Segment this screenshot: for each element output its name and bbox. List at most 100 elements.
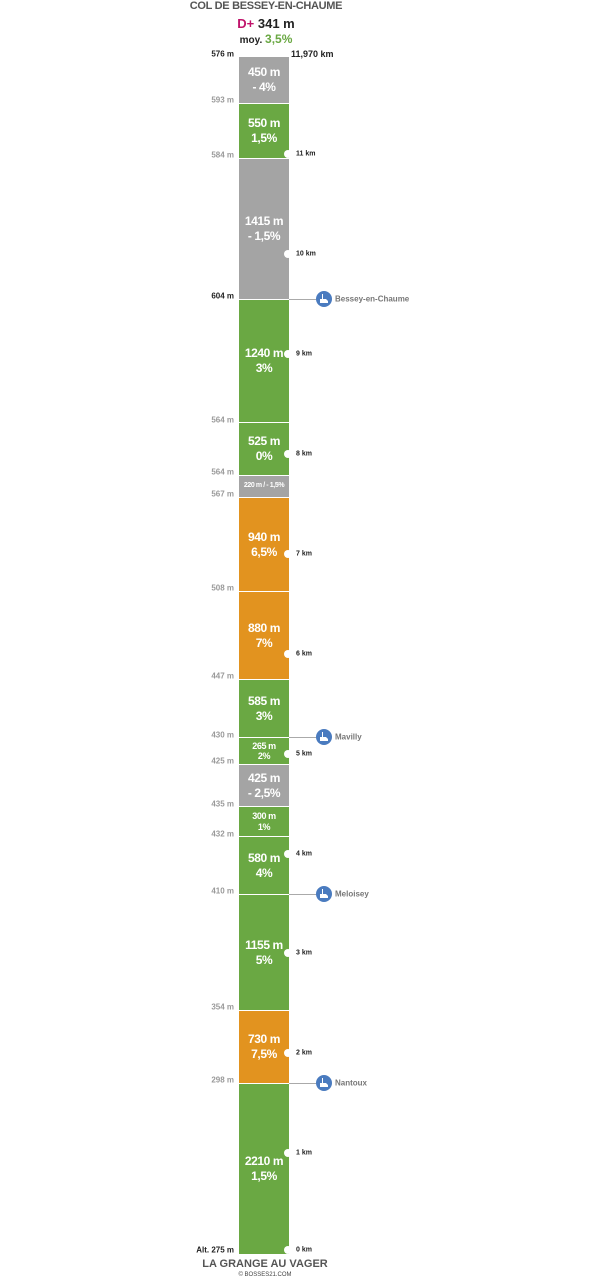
km-marker: 6 km	[296, 650, 312, 658]
credit: © BOSSES21.COM	[238, 1272, 292, 1278]
elevation-gain-prefix: D+	[237, 16, 255, 31]
segment-length: 2210 m	[244, 1154, 284, 1168]
altitude-label: 432 m	[211, 829, 234, 839]
segment-gradient: 5%	[255, 952, 273, 967]
segment-gradient: - 4%	[252, 80, 276, 94]
segment: 425 m- 2,5%	[239, 764, 289, 806]
segment: 1155 m 5%	[239, 894, 289, 1010]
average-gradient-label: moy.	[239, 35, 263, 46]
km-notch	[284, 550, 292, 558]
climb-summit-title: COL DE BESSEY-EN-CHAUME	[189, 0, 343, 12]
segment-length: 1240 m	[244, 346, 284, 360]
elevation-gain-value: 341 m	[257, 16, 295, 31]
segment: 525 m 0%	[239, 422, 289, 475]
town-leader-line	[289, 737, 317, 738]
altitude-label: 567 m	[211, 489, 234, 499]
average-gradient-value: 3,5%	[265, 32, 293, 46]
town-label: Mavilly	[335, 732, 362, 742]
town-leader-line	[289, 1083, 317, 1084]
town-label: Meloisey	[335, 889, 369, 899]
segment-gradient: 3%	[255, 361, 273, 375]
segment-gradient: 3%	[255, 708, 273, 723]
segment: 580 m 4%	[239, 836, 289, 894]
segment: 880 m 7%	[239, 591, 289, 679]
segment-gradient: - 1,5%	[247, 229, 281, 243]
km-marker: 5 km	[296, 750, 312, 758]
altitude-label: 410 m	[211, 886, 234, 896]
segment-gradient: 1%	[257, 821, 271, 832]
altitude-label: Alt. 275 m	[196, 1245, 234, 1255]
altitude-label: 447 m	[211, 671, 234, 681]
altitude-label: 564 m	[211, 415, 234, 425]
segment: 730 m 7,5%	[239, 1010, 289, 1083]
altitude-label: 576 m	[211, 49, 234, 59]
km-notch	[284, 1246, 292, 1254]
segment-length: 880 m	[247, 620, 281, 635]
segment-gradient: 0%	[255, 449, 273, 463]
segment: 450 m- 4%	[239, 57, 289, 103]
km-notch	[284, 1049, 292, 1057]
segment-length: 450 m	[247, 65, 281, 79]
segment: 265 m 2%	[239, 737, 289, 764]
town-leader-line	[289, 894, 317, 895]
km-notch	[284, 750, 292, 758]
km-notch	[284, 450, 292, 458]
segment-gradient: 6,5%	[251, 544, 277, 559]
segment-length: 730 m	[247, 1032, 281, 1046]
segment: 1415 m- 1,5%	[239, 158, 289, 299]
segment: 550 m 1,5%	[239, 103, 289, 158]
segment-length: 585 m	[247, 693, 281, 708]
km-marker: 7 km	[296, 550, 312, 558]
km-notch	[284, 1149, 292, 1157]
segment-length: 940 m	[247, 529, 281, 544]
village-icon	[316, 1075, 332, 1091]
segment-gradient: 7,5%	[251, 1047, 277, 1061]
segment-length: 1155 m	[245, 937, 283, 952]
km-marker: 2 km	[296, 1049, 312, 1057]
km-notch	[284, 850, 292, 858]
segment-gradient: 7%	[255, 635, 273, 650]
segment-length: 525 m	[247, 434, 281, 448]
altitude-label: 425 m	[211, 756, 234, 766]
segment-length: 220 m / - 1,5%	[243, 482, 285, 490]
km-marker: 11,970 km	[291, 49, 334, 59]
segment-gradient: 4%	[255, 865, 273, 880]
segment: 2210 m 1,5%	[239, 1083, 289, 1254]
village-icon	[316, 886, 332, 902]
km-marker: 1 km	[296, 1149, 312, 1157]
segment-gradient: 2%	[257, 751, 271, 761]
average-gradient: moy. 3,5%	[0, 32, 532, 46]
segment-gradient: - 2,5%	[247, 785, 281, 800]
segment-length: 550 m	[247, 116, 281, 130]
village-icon	[316, 291, 332, 307]
segment-length: 300 m	[252, 811, 276, 822]
climb-start-title: LA GRANGE AU VAGER	[202, 1258, 328, 1270]
altitude-label: 584 m	[211, 150, 234, 160]
segment: 300 m 1%	[239, 806, 289, 836]
segment: 220 m / - 1,5%	[239, 475, 289, 497]
km-marker: 11 km	[296, 150, 316, 158]
altitude-label: 354 m	[211, 1002, 234, 1012]
segment-length: 265 m	[252, 740, 276, 751]
km-notch	[284, 650, 292, 658]
segment-gradient: 1,5%	[251, 1169, 277, 1183]
km-marker: 3 km	[296, 949, 312, 957]
town-leader-line	[289, 299, 317, 300]
segment: 585 m 3%	[239, 679, 289, 737]
segment-length: 425 m	[247, 770, 281, 785]
altitude-label: 508 m	[211, 583, 234, 593]
elevation-gain: D+ 341 m	[0, 16, 532, 31]
altitude-label: 430 m	[211, 730, 234, 740]
segment: 1240 m 3%	[239, 299, 289, 422]
altitude-label: 435 m	[211, 799, 234, 809]
km-notch	[284, 150, 292, 158]
segment: 940 m 6,5%	[239, 497, 289, 591]
km-notch	[284, 949, 292, 957]
km-notch	[284, 350, 292, 358]
altitude-label: 593 m	[211, 95, 234, 105]
km-notch	[284, 250, 292, 258]
km-marker: 10 km	[296, 250, 316, 258]
segment-gradient: 1,5%	[251, 131, 277, 145]
segment-length: 580 m	[247, 850, 281, 865]
town-label: Nantoux	[335, 1078, 367, 1088]
